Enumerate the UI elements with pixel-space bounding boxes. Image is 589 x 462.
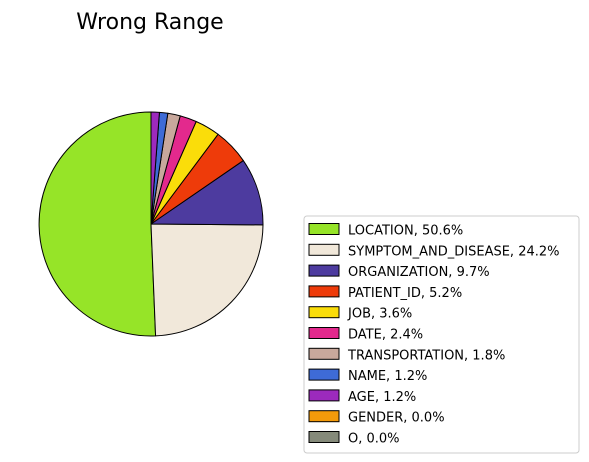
pie-slice-location: [38, 111, 157, 337]
legend-label: TRANSPORTATION, 1.8%: [347, 348, 505, 363]
legend-swatch: [308, 264, 340, 277]
legend-swatch: [308, 223, 340, 235]
legend-label: NAME, 1.2%: [348, 369, 427, 384]
legend-label: LOCATION, 50.6%: [348, 224, 463, 239]
pie-slice-age: [150, 111, 160, 225]
legend-label: PATIENT_ID, 5.2%: [348, 286, 462, 301]
legend-label: O, 0.0%: [348, 432, 400, 447]
legend-swatch: [308, 347, 340, 360]
pie-slice-symptom-and-disease: [150, 223, 264, 337]
legend: LOCATION, 50.6% SYMPTOM_AND_DISEASE, 24.2…: [303, 215, 580, 454]
legend-swatch: [308, 243, 340, 256]
legend-label: ORGANIZATION, 9.7%: [348, 265, 490, 280]
pie: [38, 111, 264, 337]
legend-label: SYMPTOM_AND_DISEASE, 24.2%: [348, 244, 560, 259]
legend-swatch: [308, 327, 340, 339]
legend-swatch: [308, 389, 340, 402]
legend-label: GENDER, 0.0%: [348, 411, 445, 426]
legend-frame: [303, 215, 580, 454]
legend-swatch: [308, 368, 340, 381]
legend-label: DATE, 2.4%: [348, 328, 423, 343]
legend-swatch: [308, 306, 340, 319]
legend-label: JOB, 3.6%: [347, 307, 412, 322]
chart-title: Wrong Range: [76, 10, 223, 35]
legend-swatch: [308, 285, 340, 298]
legend-swatch: [308, 410, 340, 423]
legend-swatch: [308, 431, 340, 443]
legend-label: AGE, 1.2%: [348, 390, 416, 405]
